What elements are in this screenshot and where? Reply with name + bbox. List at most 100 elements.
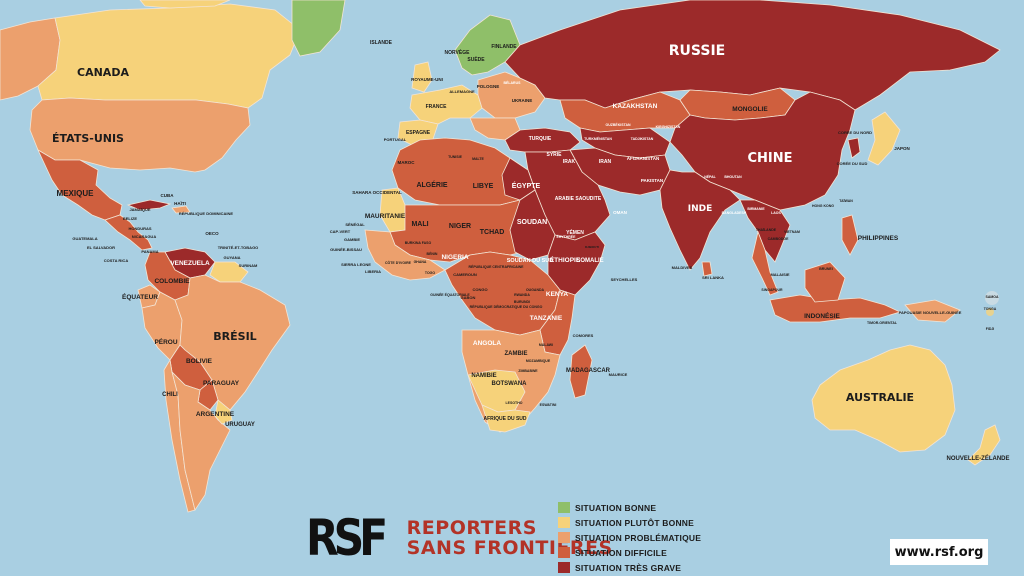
label-mauritanie: MAURITANIE bbox=[365, 213, 406, 220]
legend-swatch bbox=[558, 547, 570, 558]
label-rdc: RÉPUBLIQUE DÉMOCRATIQUE DU CONGO bbox=[470, 304, 543, 309]
label-inde: INDE bbox=[688, 204, 713, 214]
label-zambie: ZAMBIE bbox=[505, 351, 528, 357]
label-botswana: BOTSWANA bbox=[492, 381, 528, 387]
label-cameroun: CAMEROUN bbox=[453, 272, 477, 277]
label-rwanda: RWANDA bbox=[514, 293, 530, 297]
label-senegal: SÉNÉGAL bbox=[345, 222, 365, 227]
label-nepal: NÉPAL bbox=[704, 174, 716, 179]
label-guinee-equatoriale: GUINÉE ÉQUATORIALE bbox=[430, 292, 470, 297]
label-lesotho: LESOTHO bbox=[506, 401, 523, 405]
label-seychelles: SEYCHELLES bbox=[611, 277, 638, 282]
label-espagne: ESPAGNE bbox=[406, 130, 431, 136]
label-allemagne: ALLEMAGNE bbox=[449, 89, 475, 94]
island-samoa bbox=[985, 291, 999, 305]
label-equateur: ÉQUATEUR bbox=[122, 292, 158, 301]
label-bangladesh: BANGLADESH bbox=[722, 211, 747, 215]
label-tanzanie: TANZANIE bbox=[530, 315, 563, 322]
label-benin: BÉNIN bbox=[427, 251, 438, 256]
label-mali: MALI bbox=[411, 221, 428, 228]
label-panama: PANAMA bbox=[141, 249, 158, 254]
country-afrique-du-sud bbox=[481, 404, 531, 433]
country-uk bbox=[411, 61, 433, 93]
country-papouasie bbox=[904, 299, 961, 323]
label-tchad: TCHAD bbox=[480, 229, 505, 236]
label-trinite: TRINITÉ-ET-TOBAGO bbox=[218, 245, 259, 250]
label-brunei: BRUNEI bbox=[819, 267, 832, 271]
country-coree bbox=[847, 137, 861, 159]
legend: SITUATION BONNE SITUATION PLUTÔT BONNE S… bbox=[558, 500, 701, 575]
url-box[interactable]: www.rsf.org bbox=[890, 539, 988, 565]
label-pologne: POLOGNE bbox=[477, 84, 500, 89]
label-syrie: SYRIE bbox=[546, 152, 562, 158]
legend-swatch bbox=[558, 562, 570, 573]
country-australie bbox=[811, 344, 956, 453]
label-togo: TOGO bbox=[425, 271, 436, 275]
label-samoa: SAMOA bbox=[985, 295, 999, 299]
label-maldives: MALDIVES bbox=[672, 265, 693, 270]
label-el-salvador: EL SALVADOR bbox=[87, 245, 115, 250]
label-portugal: PORTUGAL bbox=[384, 137, 407, 142]
label-ukraine: UKRAINE bbox=[512, 98, 533, 103]
label-ouganda: OUGANDA bbox=[526, 288, 545, 292]
label-cambodge: CAMBODGE bbox=[768, 237, 789, 241]
label-liberia: LIBERIA bbox=[365, 269, 381, 274]
country-afrique-ouest bbox=[364, 229, 446, 281]
label-niger: NIGER bbox=[449, 223, 471, 230]
country-islande bbox=[291, 0, 346, 57]
label-belize: BELIZE bbox=[123, 216, 138, 221]
country-madagascar bbox=[569, 344, 593, 399]
label-maurice: MAURICE bbox=[609, 372, 628, 377]
country-amerique-centrale bbox=[104, 214, 153, 251]
label-indonesie: INDONÉSIE bbox=[804, 311, 840, 320]
label-afghanistan: AFGHANISTAN bbox=[627, 156, 659, 161]
island-tonga bbox=[986, 308, 994, 316]
rsf-logo-mark: RSF bbox=[306, 509, 388, 567]
label-ouzbekistan: OUZBÉKISTAN bbox=[605, 122, 630, 127]
label-paraguay: PARAGUAY bbox=[203, 380, 240, 387]
legend-label: SITUATION DIFFICILE bbox=[575, 547, 667, 558]
label-norvege: NORVÈGE bbox=[445, 48, 471, 56]
url-link[interactable]: www.rsf.org bbox=[894, 544, 984, 560]
label-burkina: BURKINA FASO bbox=[405, 241, 432, 245]
label-rca: RÉPUBLIQUE CENTRAFRICAINE bbox=[468, 264, 524, 269]
label-tonga: TONGA bbox=[984, 307, 997, 311]
label-guatemala: GUATEMALA bbox=[72, 236, 97, 241]
legend-item-difficile: SITUATION DIFFICILE bbox=[558, 545, 701, 560]
label-namibie: NAMIBIE bbox=[471, 373, 496, 379]
label-soudan-sud: SOUDAN DU SUD bbox=[507, 258, 553, 264]
label-philippines: PHILIPPINES bbox=[858, 235, 899, 242]
country-coree-japon bbox=[867, 111, 901, 166]
label-kenya: KENYA bbox=[546, 291, 568, 298]
label-djibouti: DJIBOUTI bbox=[585, 245, 599, 249]
label-belarus: BÉLARUS bbox=[504, 80, 522, 85]
label-eswatini: ESWATINI bbox=[540, 403, 557, 407]
label-suede: SUÈDE bbox=[467, 55, 485, 63]
label-irak: IRAK bbox=[563, 159, 576, 165]
label-royaume-uni: ROYAUME-UNI bbox=[411, 77, 443, 82]
label-maroc: MAROC bbox=[398, 160, 416, 165]
label-malte: MALTE bbox=[472, 157, 484, 161]
legend-label: SITUATION TRÈS GRAVE bbox=[575, 562, 682, 573]
label-kazakhstan: KAZAKHSTAN bbox=[613, 103, 658, 110]
label-cap-vert: CAP-VERT bbox=[330, 229, 351, 234]
country-uruguay bbox=[214, 399, 233, 425]
label-taiwan: TAÏWAN bbox=[839, 199, 853, 203]
label-honduras: HONDURAS bbox=[128, 226, 151, 231]
country-asie-sud-est bbox=[739, 199, 791, 263]
label-guinee-bissau: GUINÉE-BISSAU bbox=[330, 247, 362, 252]
legend-item-tres-grave: SITUATION TRÈS GRAVE bbox=[558, 560, 701, 575]
label-oman: OMAN bbox=[613, 210, 627, 215]
label-turkmenistan: TURKMÉNISTAN bbox=[584, 136, 612, 141]
label-malawi: MALAWI bbox=[539, 343, 553, 347]
label-sri-lanka: SRI LANKA bbox=[702, 275, 724, 280]
label-gambie: GAMBIE bbox=[344, 237, 360, 242]
label-chili: CHILI bbox=[162, 392, 178, 398]
label-mozambique: MOZAMBIQUE bbox=[526, 359, 551, 363]
legend-label: SITUATION PROBLÉMATIQUE bbox=[575, 532, 702, 543]
label-tadjikistan: TADJIKISTAN bbox=[631, 137, 654, 141]
label-nigeria: NIGERIA bbox=[441, 254, 468, 261]
country-argentine bbox=[171, 370, 231, 511]
country-europe-est bbox=[477, 71, 546, 119]
label-afrique-sud: AFRIQUE DU SUD bbox=[483, 416, 526, 422]
